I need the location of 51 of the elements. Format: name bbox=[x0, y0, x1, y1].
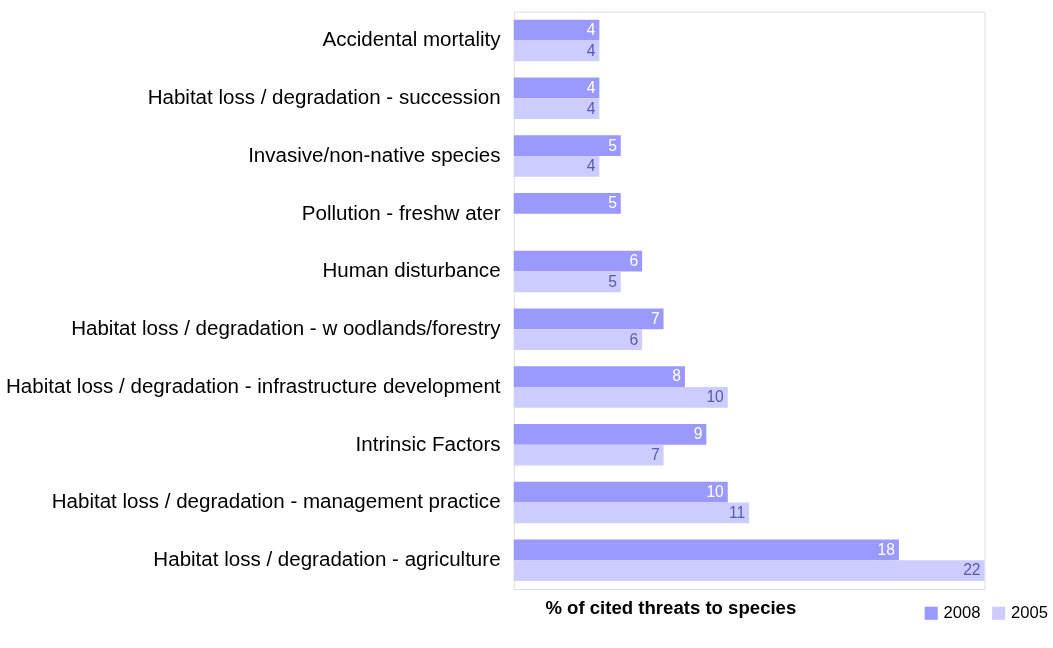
bar bbox=[513, 560, 985, 581]
x-axis-title: % of cited threats to species bbox=[545, 597, 797, 618]
data-label: 10 bbox=[706, 388, 725, 406]
y-tick-label: Human disturbance bbox=[322, 258, 501, 282]
bar bbox=[513, 77, 600, 99]
y-tick-label: Intrinsic Factors bbox=[355, 431, 501, 455]
bar bbox=[513, 135, 621, 157]
y-tick-label: Habitat loss / degradation - management practice bbox=[51, 489, 501, 513]
y-tick-label: Habitat loss / degradation - w oodlands/forestry bbox=[71, 316, 502, 340]
bar bbox=[513, 423, 707, 445]
bar bbox=[513, 539, 899, 561]
data-label: 4 bbox=[586, 78, 596, 96]
y-tick-label: Habitat loss / degradation - succession bbox=[147, 85, 501, 109]
data-label: 4 bbox=[586, 41, 596, 59]
bar bbox=[513, 444, 664, 466]
bar bbox=[513, 192, 621, 214]
bar bbox=[513, 156, 600, 177]
data-label: 6 bbox=[629, 251, 639, 269]
bar bbox=[513, 250, 643, 272]
legend-label: 2008 bbox=[943, 603, 981, 623]
bar bbox=[513, 19, 600, 41]
data-label: 4 bbox=[586, 21, 596, 39]
data-label: 8 bbox=[672, 367, 682, 385]
data-label: 11 bbox=[728, 503, 746, 521]
y-tick-label: Invasive/non-native species bbox=[248, 142, 501, 166]
bar bbox=[513, 502, 750, 524]
data-label: 4 bbox=[586, 157, 596, 175]
bar bbox=[513, 366, 685, 387]
bar bbox=[513, 40, 600, 62]
data-label: 7 bbox=[650, 445, 660, 463]
data-label: 4 bbox=[586, 99, 596, 117]
bar bbox=[513, 386, 728, 408]
y-tick-label: Habitat loss / degradation - infrastructure development bbox=[6, 373, 501, 397]
y-tick-label: Habitat loss / degradation - agriculture bbox=[153, 547, 501, 571]
bar bbox=[513, 481, 728, 503]
bar bbox=[513, 98, 600, 120]
data-label: 18 bbox=[877, 540, 896, 558]
y-tick-label: Accidental mortality bbox=[322, 27, 502, 51]
data-label: 9 bbox=[693, 425, 703, 443]
data-label: 5 bbox=[608, 136, 618, 154]
data-label: 22 bbox=[963, 561, 981, 579]
bar bbox=[513, 271, 621, 293]
data-label: 7 bbox=[650, 309, 660, 327]
data-label: 5 bbox=[608, 194, 618, 212]
data-label: 6 bbox=[629, 330, 639, 348]
y-tick-label: Pollution - freshw ater bbox=[301, 200, 501, 224]
data-label: 10 bbox=[706, 482, 725, 500]
bar bbox=[513, 329, 643, 351]
data-label: 5 bbox=[608, 272, 618, 290]
bar bbox=[513, 308, 664, 330]
legend-label: 2005 bbox=[1010, 603, 1048, 623]
